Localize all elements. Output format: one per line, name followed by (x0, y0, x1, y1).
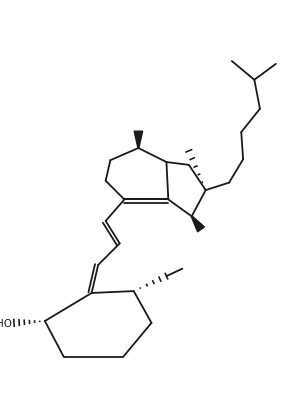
Polygon shape (134, 132, 143, 149)
Text: HO: HO (0, 318, 12, 328)
Polygon shape (191, 216, 204, 232)
